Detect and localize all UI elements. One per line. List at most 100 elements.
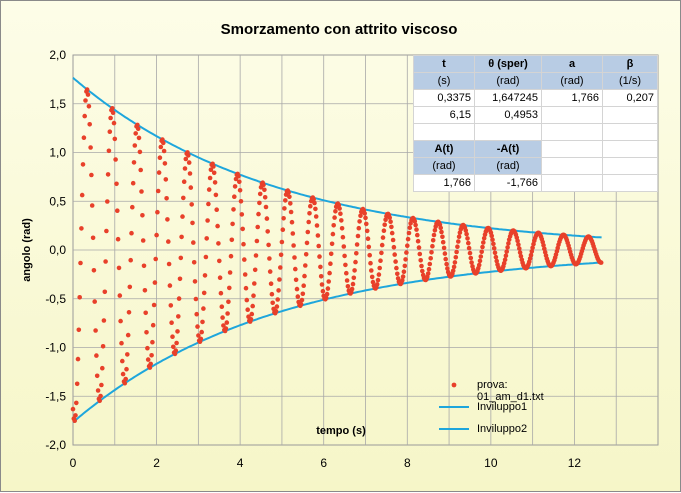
data-point (237, 188, 243, 193)
data-point (226, 299, 231, 305)
data-point (98, 393, 103, 399)
data-point (492, 250, 498, 256)
data-point (275, 297, 281, 302)
data-point (240, 226, 245, 232)
data-point (314, 223, 320, 228)
data-point (174, 340, 179, 346)
data-point (252, 267, 258, 273)
line-swatch (439, 428, 469, 430)
data-point (179, 234, 184, 240)
data-point (141, 263, 147, 269)
data-point (125, 332, 131, 338)
data-point (206, 201, 211, 207)
data-point (115, 208, 120, 213)
x-tick-label: 0 (70, 456, 77, 470)
data-point (481, 240, 486, 245)
data-point (266, 242, 271, 248)
table-cell (602, 140, 658, 158)
data-point (161, 148, 167, 154)
data-point (217, 258, 222, 264)
data-point (476, 262, 482, 268)
data-point (161, 140, 166, 146)
data-point (438, 225, 444, 231)
data-point (105, 199, 110, 204)
data-point (201, 290, 207, 296)
data-point (333, 209, 338, 214)
data-point (502, 257, 508, 263)
data-point (228, 253, 234, 259)
table-header-row: t θ (sper) a β (413, 55, 658, 73)
data-point (132, 143, 138, 148)
data-point (75, 356, 81, 362)
data-point (304, 240, 310, 246)
data-point (245, 307, 250, 313)
data-point (517, 250, 523, 255)
data-point (94, 353, 99, 358)
x-tick-label: 12 (568, 456, 582, 470)
data-point (354, 251, 359, 256)
data-point (90, 235, 96, 241)
data-point (418, 258, 424, 263)
table-cell: -1,766 (474, 174, 542, 192)
data-point (440, 234, 445, 240)
table-cell: 0,207 (602, 89, 658, 107)
data-point (85, 92, 91, 97)
data-point (166, 239, 171, 244)
data-point (237, 179, 242, 185)
data-point (97, 398, 102, 404)
data-point (328, 251, 334, 257)
data-point (443, 256, 449, 262)
data-point (318, 264, 323, 270)
data-point (241, 241, 246, 247)
data-point (123, 376, 128, 382)
data-point (126, 310, 132, 315)
y-tick-label: 1,0 (49, 146, 66, 160)
data-point (317, 254, 322, 259)
data-point (319, 282, 325, 287)
data-point (375, 277, 381, 283)
y-tick-label: -1,5 (45, 389, 66, 403)
data-point (394, 265, 399, 271)
data-point (136, 135, 142, 141)
data-point (280, 227, 286, 232)
data-point (328, 261, 333, 267)
data-point (480, 244, 485, 250)
table-header: θ (sper) (474, 55, 542, 73)
data-point (190, 220, 195, 226)
data-point (370, 279, 376, 285)
data-point (231, 207, 236, 212)
table-cell: 0,3375 (413, 89, 475, 107)
data-point (290, 231, 296, 236)
data-point (148, 361, 153, 367)
data-point (138, 167, 143, 173)
data-point (340, 234, 346, 240)
data-point (176, 296, 182, 301)
data-point (395, 271, 400, 277)
data-point (236, 173, 241, 179)
data-point (282, 206, 287, 211)
data-point (202, 273, 208, 278)
data-point (387, 215, 393, 220)
data-point (281, 216, 286, 221)
data-point (176, 314, 181, 319)
data-point (171, 344, 176, 350)
data-point (464, 231, 469, 237)
table-cell (413, 123, 475, 141)
data-point (250, 303, 255, 309)
data-point (203, 254, 209, 260)
data-point (501, 260, 507, 266)
y-tick-label: -2,0 (45, 438, 66, 452)
data-point (439, 229, 444, 235)
data-point (528, 252, 534, 258)
data-point (151, 302, 157, 308)
data-point (305, 229, 311, 235)
data-point (392, 252, 398, 257)
data-point (288, 209, 294, 215)
data-point (156, 170, 162, 175)
data-point (344, 278, 350, 283)
data-point (306, 219, 312, 225)
data-point (425, 271, 431, 276)
data-point (442, 251, 448, 256)
data-point (111, 120, 117, 126)
data-point (276, 288, 281, 293)
